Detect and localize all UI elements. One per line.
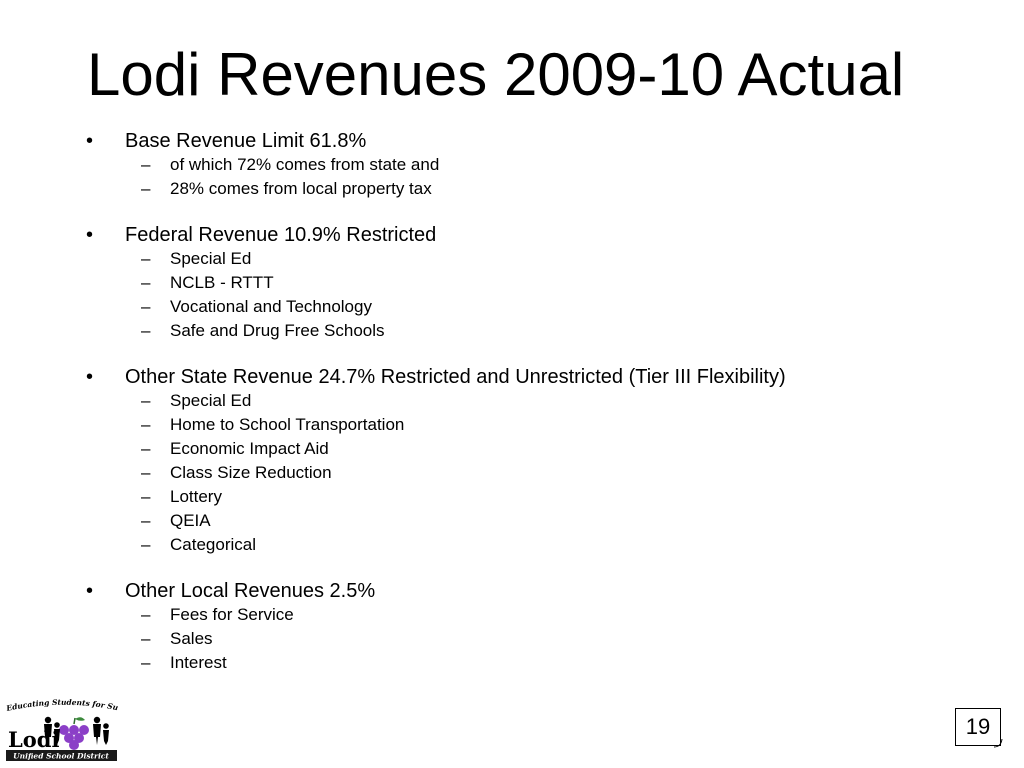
logo-tagline: Educating Students for Success	[4, 697, 119, 713]
dash-marker: –	[141, 273, 151, 292]
dash-marker: –	[141, 391, 151, 410]
sub-item-text: Sales	[170, 629, 213, 648]
dash-marker: –	[141, 605, 151, 624]
dash-marker: –	[141, 511, 151, 530]
sub-item-text: Class Size Reduction	[170, 463, 332, 482]
dash-marker: –	[141, 439, 151, 458]
sub-item: – Special Ed	[86, 247, 786, 271]
bullet-marker: •	[86, 366, 94, 388]
slide-title: Lodi Revenues 2009-10 Actual	[87, 41, 905, 108]
grape-cluster-icon	[59, 717, 89, 750]
dash-marker: –	[141, 155, 151, 174]
dash-marker: –	[141, 463, 151, 482]
sub-item-text: Special Ed	[170, 391, 252, 410]
sub-item: – Economic Impact Aid	[86, 437, 786, 461]
sub-item-text: Special Ed	[170, 249, 252, 268]
sub-list: – Fees for Service – Sales – Interest	[86, 603, 786, 675]
sub-item: – Fees for Service	[86, 603, 786, 627]
bullet-text: Federal Revenue 10.9% Restricted	[125, 224, 437, 246]
logo-subtitle: Unified School District	[13, 752, 109, 761]
sub-item: – Class Size Reduction	[86, 461, 786, 485]
bullet-text: Base Revenue Limit 61.8%	[125, 130, 367, 152]
dash-marker: –	[141, 415, 151, 434]
sub-item: – of which 72% comes from state and	[86, 153, 786, 177]
sub-item: – Categorical	[86, 533, 786, 557]
bullet-base-revenue: • Base Revenue Limit 61.8% – of which 72%…	[86, 129, 786, 201]
page-number: 19	[955, 708, 1001, 746]
sub-item: –28% comes from local property tax	[86, 177, 786, 201]
dash-marker: –	[141, 297, 151, 316]
sub-item-text: Interest	[170, 653, 227, 672]
sub-item-text: Lottery	[170, 487, 222, 506]
sub-item-text: Categorical	[170, 535, 256, 554]
sub-item: – NCLB - RTTT	[86, 271, 786, 295]
sub-item-text: NCLB - RTTT	[170, 273, 274, 292]
sub-item-text: Safe and Drug Free Schools	[170, 321, 385, 340]
bullet-marker: •	[86, 130, 94, 152]
sub-item: – Vocational and Technology	[86, 295, 786, 319]
dash-marker: –	[141, 535, 151, 554]
bullet-text: Other Local Revenues 2.5%	[125, 580, 376, 602]
sub-item: – QEIA	[86, 509, 786, 533]
sub-item-text: Fees for Service	[170, 605, 294, 624]
bullet-list: • Base Revenue Limit 61.8% – of which 72%…	[86, 129, 786, 675]
dash-marker: –	[141, 249, 151, 268]
dash-marker: –	[141, 179, 151, 198]
sub-item-text: 28% comes from local property tax	[170, 179, 432, 198]
dash-marker: –	[141, 653, 151, 672]
sub-item-text: Economic Impact Aid	[170, 439, 329, 458]
dash-marker: –	[141, 321, 151, 340]
bullet-text: Other State Revenue 24.7% Restricted and…	[125, 366, 786, 388]
dash-marker: –	[141, 487, 151, 506]
sub-item-text: Home to School Transportation	[170, 415, 405, 434]
sub-item-text: Vocational and Technology	[170, 297, 372, 316]
sub-item: – Interest	[86, 651, 786, 675]
bullet-other-state-revenue: • Other State Revenue 24.7% Restricted a…	[86, 365, 786, 557]
bullet-other-local-revenues: • Other Local Revenues 2.5% – Fees for Se…	[86, 579, 786, 675]
sub-item-text: QEIA	[170, 511, 211, 530]
bullet-federal-revenue: • Federal Revenue 10.9% Restricted – Spec…	[86, 223, 786, 343]
logo-name: Lodi	[8, 727, 59, 752]
sub-list: – Special Ed – Home to School Transportati…	[86, 389, 786, 557]
sub-item: – Safe and Drug Free Schools	[86, 319, 786, 343]
sub-item: – Special Ed	[86, 389, 786, 413]
sub-item: – Lottery	[86, 485, 786, 509]
sub-list: – Special Ed – NCLB - RTTT – Vocational and…	[86, 247, 786, 343]
sub-list: – of which 72% comes from state and –28% …	[86, 153, 786, 201]
sub-item: – Home to School Transportation	[86, 413, 786, 437]
page-curl-icon	[993, 738, 1003, 748]
sub-item: – Sales	[86, 627, 786, 651]
sub-item-text: of which 72% comes from state and	[170, 155, 440, 174]
bullet-marker: •	[86, 580, 94, 602]
logo-band	[6, 750, 117, 761]
children-figures-icon	[44, 716, 109, 745]
dash-marker: –	[141, 629, 151, 648]
bullet-marker: •	[86, 224, 94, 246]
district-logo: Educating Students for Success Lodi Unif…	[4, 697, 119, 761]
